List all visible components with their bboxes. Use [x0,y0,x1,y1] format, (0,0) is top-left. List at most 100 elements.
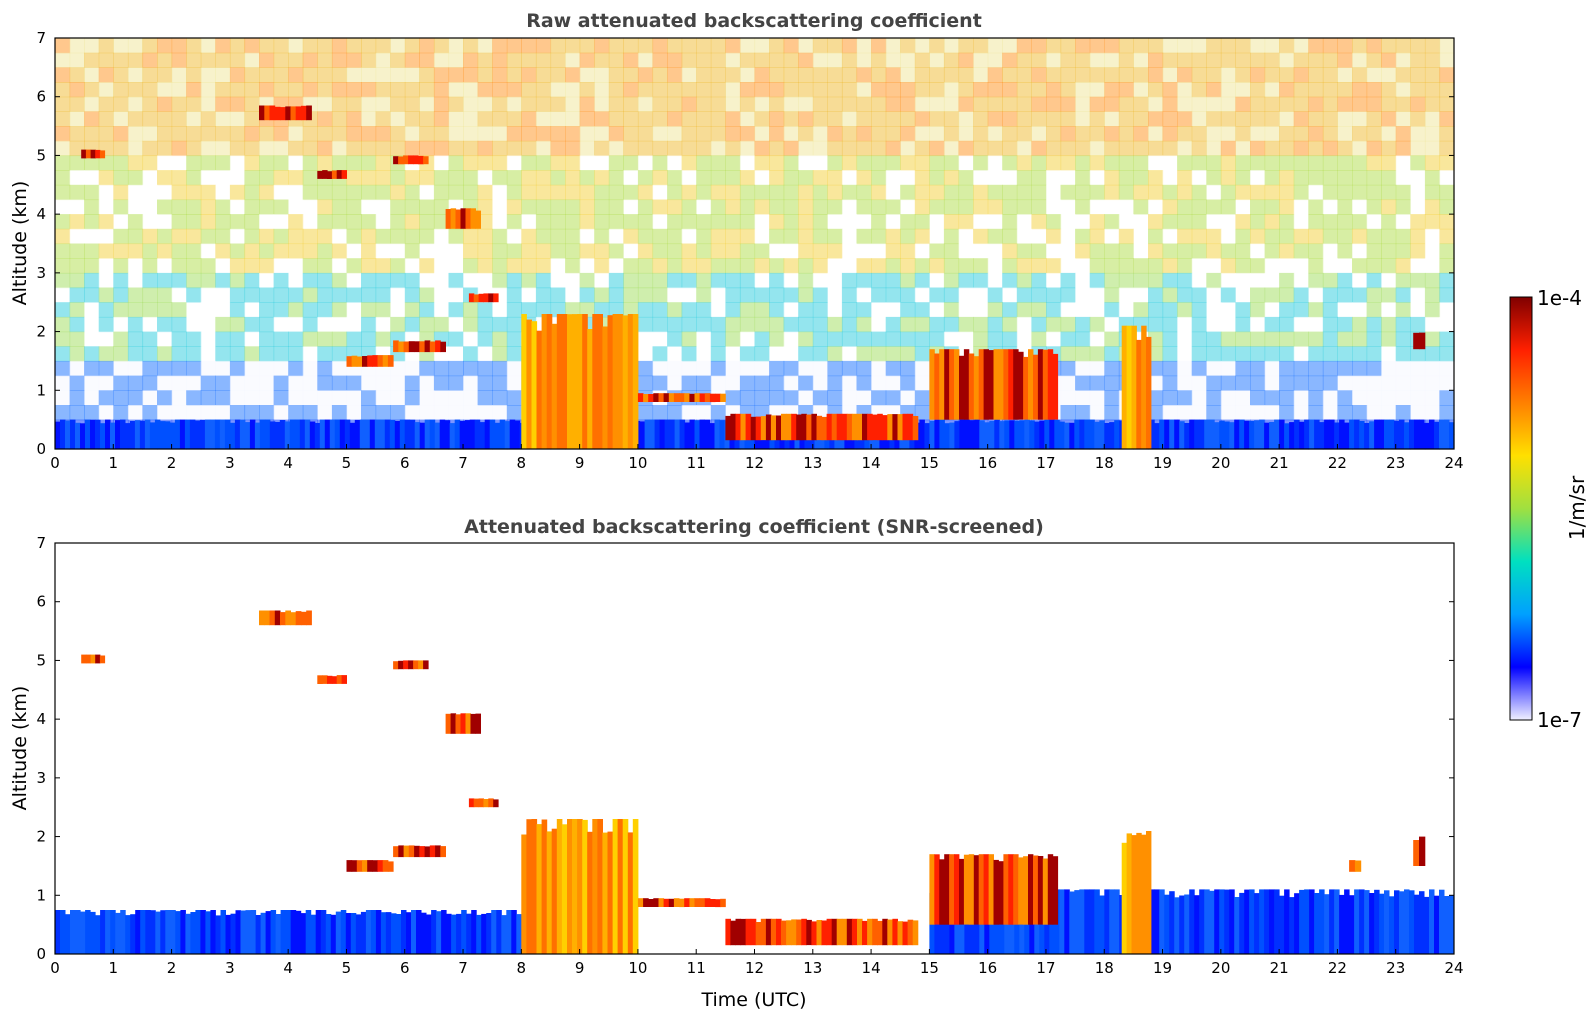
noise-cell [550,155,566,171]
precip-column-strip [582,819,588,954]
noise-cell [127,375,144,391]
noise-cell [739,302,756,318]
noise-cell [404,316,420,333]
precip-column-strip [627,832,634,954]
noise-cell [1293,38,1309,54]
boundary-layer-strip [1294,893,1300,954]
noise-cell [594,96,610,112]
noise-cell [1235,170,1251,186]
noise-cell [725,302,741,318]
boundary-layer-strip [1269,422,1275,449]
boundary-layer-strip [184,419,191,449]
noise-cell [215,316,231,333]
noise-cell [142,126,158,142]
precip-column-strip [1126,325,1132,449]
noise-cell [1293,155,1309,171]
noise-cell [1089,96,1105,112]
noise-cell [871,140,887,157]
boundary-layer-strip [1439,889,1445,954]
noise-cell [1191,199,1207,215]
noise-cell [1104,287,1120,303]
noise-cell [1177,111,1193,127]
cloud-layer-strip [755,416,762,441]
boundary-layer-strip [294,419,301,449]
noise-cell [1060,228,1076,245]
noise-cell [200,96,216,112]
noise-cell [885,52,901,68]
x-tick-label: 7 [458,454,468,472]
noise-cell [506,38,522,54]
boundary-layer-strip [300,913,307,954]
noise-cell [710,52,726,68]
noise-cell [637,272,654,289]
noise-cell [1395,375,1411,391]
noise-cell [1424,67,1441,83]
boundary-layer-strip [679,419,686,449]
noise-cell [1352,96,1368,112]
noise-cell [1060,316,1076,333]
noise-cell [113,331,129,347]
noise-cell [171,67,187,83]
boundary-layer-strip [364,419,371,449]
noise-cell [754,346,770,362]
noise-cell [375,52,391,68]
noise-cell [419,126,435,142]
noise-cell [1104,96,1120,112]
noise-cell [390,258,406,274]
cloud-layer-strip [468,798,475,808]
noise-cell [331,199,348,215]
cloud-layer-strip [699,898,706,907]
noise-cell [1060,111,1076,127]
noise-cell [769,111,785,127]
noise-cell [69,390,85,406]
boundary-layer-strip [1174,419,1180,449]
cloud-layer-strip [1013,349,1019,420]
noise-cell [1381,140,1397,157]
noise-cell [273,360,289,377]
noise-cell [1308,287,1324,303]
cloud-layer-strip [912,920,919,946]
noise-cell [317,111,333,127]
noise-cell [521,96,537,112]
boundary-layer-strip [239,419,246,449]
noise-cell [652,214,668,230]
noise-cell [361,243,377,259]
noise-cell [900,170,916,186]
noise-cell [84,52,100,68]
noise-cell [1191,140,1207,157]
noise-cell [1089,331,1105,347]
noise-cell [171,140,187,157]
noise-cell [900,360,916,377]
precip-column-strip [1121,325,1128,449]
boundary-layer-strip [130,914,136,954]
noise-cell [98,126,114,142]
cloud-layer-strip [897,414,904,441]
noise-cell [1322,67,1338,83]
noise-cell [69,375,85,391]
noise-cell [1439,170,1455,186]
noise-cell [812,96,828,112]
x-tick-label: 2 [167,454,177,472]
cloud-layer-strip [816,415,823,441]
noise-cell [1279,126,1295,142]
noise-cell [1308,96,1324,112]
boundary-layer-strip [1429,889,1435,954]
cloud-layer-strip [689,898,695,907]
cloud-layer-strip [269,610,276,626]
precip-column-strip [632,314,639,449]
noise-cell [375,287,391,303]
noise-cell [1075,243,1091,259]
boundary-layer-strip [150,910,156,954]
cloud-layer-feature [81,654,106,664]
noise-cell [1322,316,1338,333]
cloud-layer-feature [1413,836,1426,866]
noise-cell [1366,170,1382,186]
noise-cell [127,38,144,54]
noise-cell [273,67,289,83]
precip-column-strip [622,819,629,954]
precip-column-strip [1141,325,1147,449]
noise-cell [608,126,624,142]
noise-cell [1046,316,1062,333]
noise-cell [608,96,624,112]
noise-cell [157,82,173,98]
